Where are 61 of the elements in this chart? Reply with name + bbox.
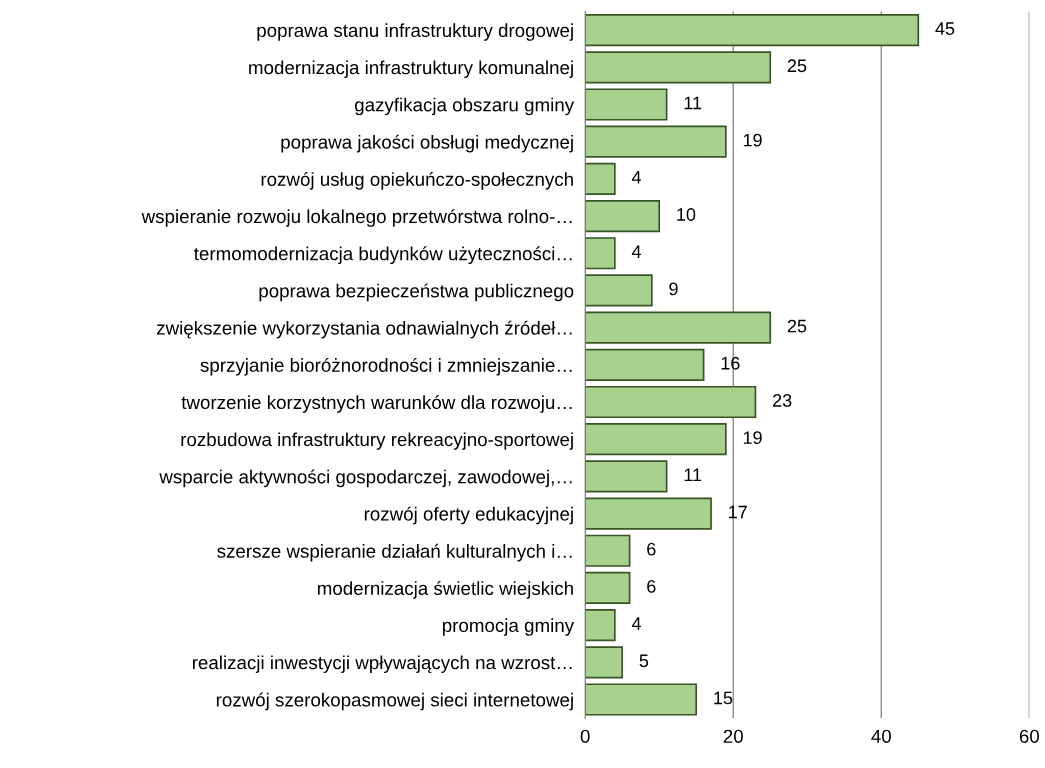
bar <box>585 571 631 605</box>
y-tick-label: szersze wspieranie działań kulturalnych i… <box>217 543 572 562</box>
bar <box>585 534 631 567</box>
data-label: 4 <box>631 245 641 258</box>
bar <box>585 14 920 47</box>
y-tick-label: poprawa bezpieczeństwa publicznego <box>259 283 574 302</box>
bar <box>585 125 727 158</box>
bar <box>585 88 668 121</box>
y-tick-label: rozwój usług opiekuńczo-społecznych <box>261 171 573 190</box>
data-label: 15 <box>714 691 733 705</box>
y-tick-label: wsparcie aktywności gospodarczej, zawodowej,… <box>159 469 572 488</box>
data-label: 19 <box>743 133 762 147</box>
bar <box>585 162 616 195</box>
y-tick-label: rozwój oferty edukacyjnej <box>364 506 573 525</box>
bar <box>585 274 653 307</box>
y-tick-label: tworzenie korzystnych warunków dla rozwoju… <box>181 395 572 413</box>
data-label: 25 <box>787 59 807 73</box>
bar <box>585 51 772 84</box>
data-label: 6 <box>647 579 656 593</box>
data-label: 6 <box>647 542 656 556</box>
data-label: 5 <box>639 654 649 668</box>
y-tick-label: sprzyjanie bioróżnorodności i zmniejszanie… <box>200 357 572 376</box>
y-tick-label: termomodernizacja budynków użyteczności… <box>194 246 572 265</box>
y-tick-label: realizacji inwestycji wpływających na wzrost… <box>192 655 572 673</box>
x-tick-label: 20 <box>723 729 743 743</box>
data-label: 10 <box>677 208 696 221</box>
data-label: 4 <box>631 617 641 630</box>
bar <box>585 199 661 233</box>
bar <box>585 348 705 381</box>
y-tick-label: gazyfikacja obszaru gminy <box>355 97 575 116</box>
data-label: 11 <box>684 468 702 482</box>
bar <box>585 385 757 419</box>
bar <box>585 460 668 493</box>
data-label: 11 <box>684 96 702 110</box>
bar <box>585 683 698 716</box>
bar <box>585 311 772 344</box>
data-label: 4 <box>631 171 641 184</box>
data-label: 16 <box>721 356 740 370</box>
data-label: 45 <box>935 22 955 35</box>
y-tick-label: rozbudowa infrastruktury rekreacyjno-sportowej <box>181 432 573 450</box>
data-label: 9 <box>669 282 678 296</box>
bar <box>585 423 727 456</box>
y-tick-label: rozwój szerokopasmowej sieci internetowej <box>216 692 573 711</box>
y-tick-label: modernizacja infrastruktury komunalnej <box>249 60 573 78</box>
x-tick-label: 60 <box>1019 729 1040 743</box>
data-label: 23 <box>773 394 792 407</box>
bar <box>585 237 616 270</box>
y-tick-label: wspieranie rozwoju lokalnego przetwórstwa rolno-… <box>141 209 572 227</box>
y-tick-label: promocja gminy <box>442 618 575 636</box>
bar <box>585 497 712 530</box>
data-label: 25 <box>787 319 807 333</box>
data-label: 17 <box>729 505 747 519</box>
bar <box>585 646 624 679</box>
y-tick-label: zwiększenie wykorzystania odnawialnych źródeł… <box>156 320 572 339</box>
x-tick-label: 0 <box>580 729 590 743</box>
y-tick-label: poprawa stanu infrastruktury drogowej <box>257 23 573 41</box>
x-tick-label: 40 <box>871 729 891 743</box>
y-tick-label: modernizacja świetlic wiejskich <box>317 581 573 599</box>
y-tick-label: poprawa jakości obsługi medycznej <box>281 134 573 153</box>
data-label: 19 <box>743 431 762 445</box>
bar <box>585 609 616 642</box>
